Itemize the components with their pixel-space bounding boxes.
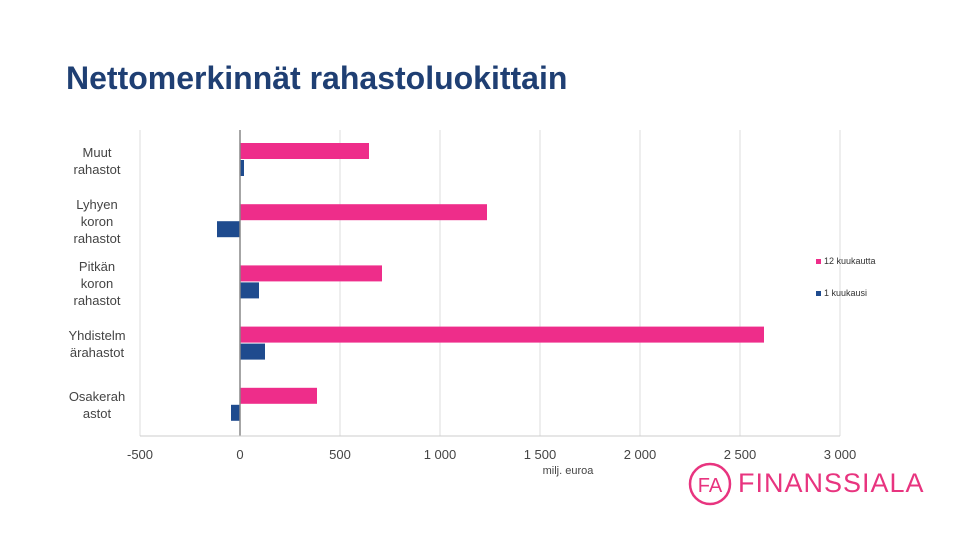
category-label-1: Lyhyen koron rahastot <box>52 196 142 247</box>
bar-1m-0 <box>240 160 244 176</box>
page-title: Nettomerkinnät rahastoluokittain <box>66 60 568 96</box>
x-axis-title: milj. euroa <box>542 465 594 477</box>
x-tick-label-2: 500 <box>329 447 351 462</box>
x-tick-label-5: 2 000 <box>623 447 657 462</box>
legend-swatch <box>816 291 821 297</box>
category-label-4: Osakerah astot <box>52 388 142 422</box>
category-label-3: Yhdistelm ärahastot <box>52 327 142 361</box>
legend-item-0: 12 kuukautta <box>816 256 876 266</box>
category-label-line: Osakerah <box>68 389 126 405</box>
bar-1m-1 <box>217 221 240 238</box>
category-label-line: rahastot <box>73 292 121 308</box>
bar-1m-4 <box>231 404 240 421</box>
legend-item-1: 1 kuukausi <box>816 288 867 298</box>
finanssiala-logo: FA FINANSSIALA <box>688 462 924 506</box>
category-label-line: koron <box>80 275 114 291</box>
legend-label: 12 kuukautta <box>824 256 876 266</box>
logo-mark: FA <box>698 475 723 497</box>
category-label-0: Muut rahastot <box>52 144 142 178</box>
bar-12m-1 <box>240 204 487 221</box>
category-label-2: Pitkän koron rahastot <box>52 258 142 309</box>
category-label-line: Lyhyen <box>76 197 118 213</box>
bar-12m-4 <box>240 387 317 404</box>
x-tick-label-3: 1 000 <box>423 447 457 462</box>
bar-12m-3 <box>240 326 764 343</box>
x-tick-label-1: 0 <box>236 447 244 462</box>
category-label-line: rahastot <box>73 231 121 247</box>
bar-1m-2 <box>240 282 259 299</box>
category-label-line: Pitkän <box>78 258 116 274</box>
bar-12m-2 <box>240 265 382 282</box>
category-label-line: koron <box>80 214 114 230</box>
legend-label: 1 kuukausi <box>824 288 868 298</box>
category-label-line: Yhdistelm <box>68 328 126 344</box>
category-label-line: astot <box>82 406 112 422</box>
bar-1m-3 <box>240 343 265 360</box>
x-tick-label-7: 3 000 <box>823 447 857 462</box>
category-label-line: ärahastot <box>69 345 125 361</box>
x-tick-label-6: 2 500 <box>723 447 757 462</box>
fa-logo-icon: FA <box>688 462 732 506</box>
category-label-line: Muut <box>82 144 112 160</box>
bar-12m-0 <box>240 143 369 159</box>
logo-text: FINANSSIALA <box>738 468 925 498</box>
category-label-line: rahastot <box>73 161 121 177</box>
x-tick-label-0: -500 <box>126 447 154 462</box>
legend-swatch <box>816 259 821 265</box>
x-tick-label-4: 1 500 <box>523 447 557 462</box>
